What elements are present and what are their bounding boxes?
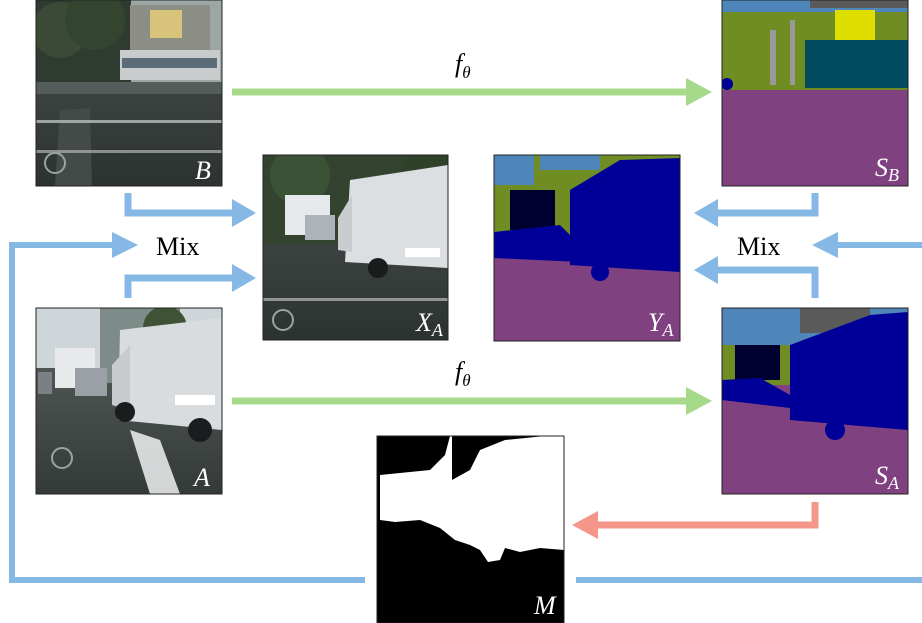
label-xa-sub: A <box>431 320 444 340</box>
arrow-a-to-xa-head <box>232 264 256 292</box>
label-a: A <box>192 463 210 492</box>
svg-text:SA: SA <box>875 461 900 493</box>
label-sa-main: S <box>875 461 888 490</box>
image-ya: YA <box>493 154 681 342</box>
label-sb-sub: B <box>888 165 899 185</box>
label-sa-sub: A <box>887 473 900 493</box>
mix-label-right: Mix <box>737 232 780 261</box>
f-theta-bottom-main: f <box>455 357 466 386</box>
arrow-sa-to-m <box>594 502 819 529</box>
image-sa: SA <box>721 307 909 495</box>
image-m: M <box>376 435 565 623</box>
image-a: A <box>35 307 223 495</box>
mask-loop-right-head <box>812 232 838 258</box>
f-theta-arrow-bottom-head <box>686 387 712 415</box>
f-theta-bottom-sub: θ <box>462 371 470 390</box>
label-b: B <box>195 156 211 185</box>
label-xa-main: X <box>415 308 433 337</box>
arrow-sa-to-ya-head <box>694 256 718 284</box>
arrow-a-to-xa <box>124 274 236 298</box>
svg-text:YA: YA <box>648 308 674 340</box>
mix-label-left: Mix <box>156 232 199 261</box>
svg-text:fθ: fθ <box>455 357 471 390</box>
arrow-b-to-xa-head <box>232 199 256 227</box>
mask-loop-left-head <box>112 232 138 258</box>
arrow-sb-to-ya-head <box>694 199 718 227</box>
arrow-b-to-xa <box>124 193 236 217</box>
svg-text:XA: XA <box>415 308 444 340</box>
label-ya-main: Y <box>648 308 665 337</box>
arrows <box>9 78 922 583</box>
svg-text:SB: SB <box>875 153 899 185</box>
image-sb: SB <box>721 0 909 187</box>
label-sb-main: S <box>875 153 888 182</box>
f-theta-top-sub: θ <box>462 63 470 82</box>
mask-loop-left <box>9 242 365 583</box>
image-xa: XA <box>262 154 449 341</box>
label-ya-sub: A <box>661 320 674 340</box>
f-theta-top-main: f <box>455 49 466 78</box>
svg-text:fθ: fθ <box>455 49 471 82</box>
arrow-sa-to-ya <box>714 266 819 298</box>
arrow-sb-to-ya <box>714 193 819 217</box>
arrow-sa-to-m-head <box>572 511 598 539</box>
f-theta-arrow-top-head <box>686 78 712 106</box>
image-b: B <box>35 0 223 187</box>
label-m: M <box>533 591 557 620</box>
